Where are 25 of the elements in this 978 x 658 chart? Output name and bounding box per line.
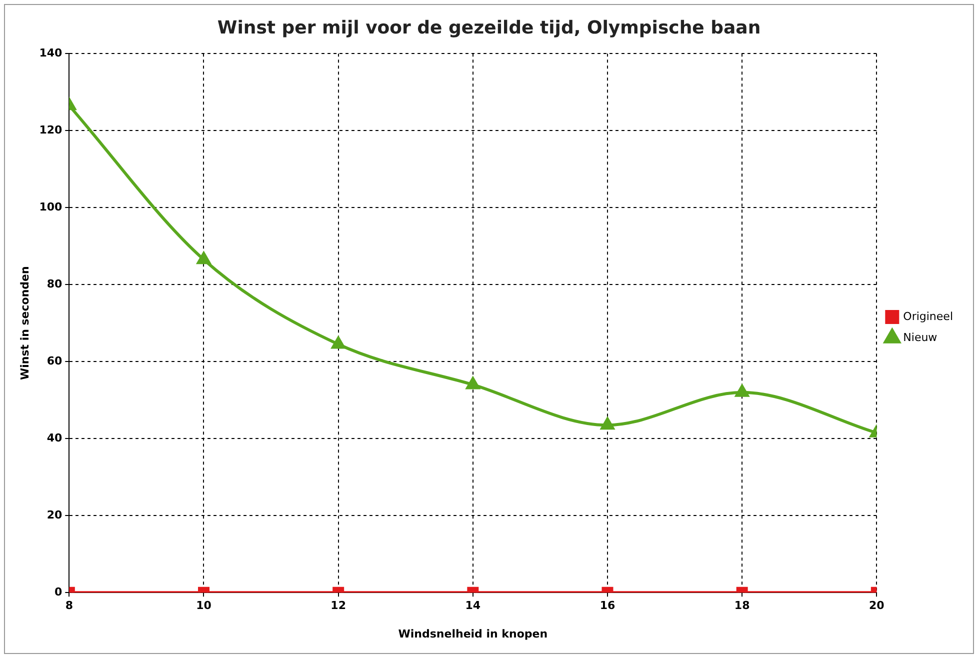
- x-tick-label: 10: [196, 599, 212, 612]
- x-tick-label: 18: [734, 599, 750, 612]
- legend-label: Nieuw: [903, 330, 938, 344]
- x-tick-label: 20: [869, 599, 885, 612]
- y-tick-label: 120: [39, 123, 62, 136]
- y-tick-label: 0: [54, 585, 63, 598]
- x-tick-label: 12: [330, 599, 346, 612]
- x-tick-label: 16: [600, 599, 616, 612]
- point: [735, 384, 749, 397]
- legend-label: Origineel: [903, 310, 954, 323]
- point: [600, 418, 614, 430]
- point: [466, 377, 480, 390]
- point: [197, 252, 210, 264]
- x-axis-title: Windsnelheid in knopen: [398, 627, 548, 640]
- y-tick-label: 140: [39, 46, 62, 60]
- y-tick-label: 40: [46, 431, 63, 444]
- y-tick-label: 60: [46, 354, 63, 368]
- y-tick-label: 80: [46, 277, 63, 290]
- x-tick-label: 8: [65, 599, 73, 612]
- point: [332, 336, 346, 349]
- chart-title: Winst per mijl voor de gezeilde tijd, Olympische baan: [217, 17, 761, 38]
- x-tick-label: 14: [465, 599, 481, 612]
- y-axis-title: Winst in seconden: [18, 266, 32, 380]
- y-tick-label: 20: [46, 508, 63, 522]
- y-tick-label: 100: [39, 200, 62, 214]
